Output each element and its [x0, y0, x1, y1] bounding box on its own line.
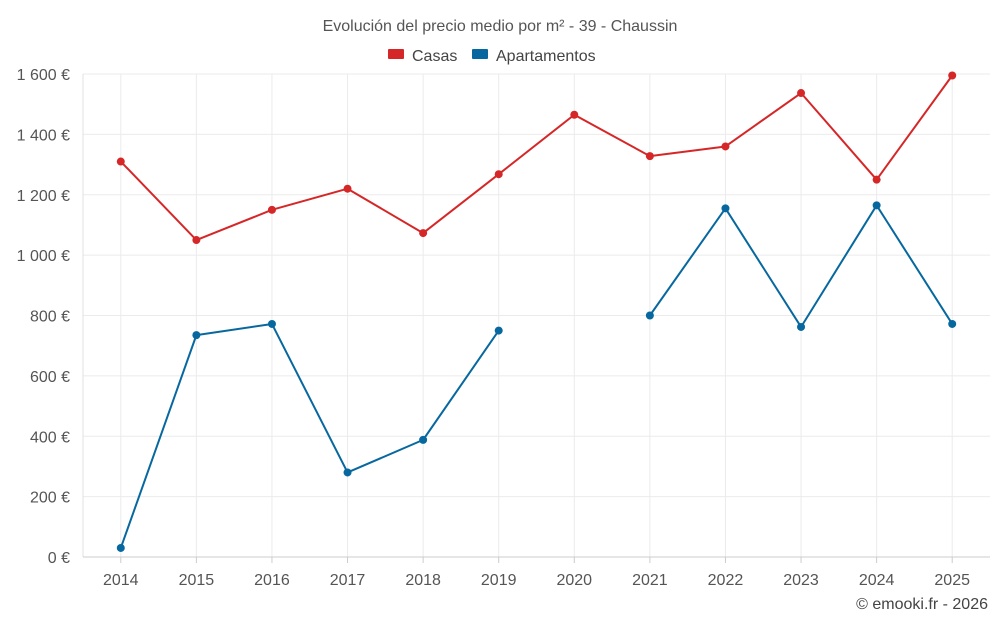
data-point-casas-2015[interactable]: Casas 2015: 1050 €: [192, 236, 201, 245]
data-point-casas-2025[interactable]: Casas 2025: 1595 €: [948, 71, 957, 80]
data-point-casas-2023[interactable]: Casas 2023: 1537 €: [797, 89, 806, 98]
data-point-casas-2018[interactable]: Casas 2018: 1073 €: [419, 229, 428, 238]
data-point-apartamentos-2016[interactable]: Apartamentos 2016: 772 €: [267, 319, 276, 328]
data-point-apartamentos-2023[interactable]: Apartamentos 2023: 762 €: [797, 322, 806, 331]
series-line-casas: [120, 74, 954, 242]
y-tick-label: 0 €: [48, 550, 70, 567]
legend-item-apartamentos[interactable]: Apartamentos: [472, 48, 596, 65]
data-point-casas-2024[interactable]: Casas 2024: 1250 €: [872, 175, 881, 184]
x-tick-label: 2025: [934, 572, 970, 589]
grid: [83, 73, 990, 558]
y-tick-label: 200 €: [30, 490, 70, 507]
chart-title: Evolución del precio medio por m² - 39 -…: [323, 18, 678, 35]
y-tick-label: 1 600 €: [17, 67, 70, 84]
x-tick-label: 2015: [179, 572, 215, 589]
data-point-casas-2019[interactable]: Casas 2019: 1268 €: [494, 170, 503, 179]
x-tick-label: 2024: [859, 572, 895, 589]
legend-swatch-casas: [388, 49, 404, 59]
data-point-apartamentos-2021[interactable]: Apartamentos 2021: 800 €: [645, 311, 654, 320]
x-tick-label: 2014: [103, 572, 139, 589]
x-tick-label: 2016: [254, 572, 290, 589]
y-tick-label: 400 €: [30, 429, 70, 446]
series-casas: Casas 2014: 1310 € Casas 2015: 1050 € Casa…: [116, 71, 957, 245]
series-apartamentos: Apartamentos 2014: 30 € Apartamentos 2015…: [116, 201, 957, 552]
series-layer: Casas 2014: 1310 € Casas 2015: 1050 € Casa…: [116, 71, 957, 552]
credit-text: © emooki.fr - 2026: [856, 596, 988, 613]
data-point-apartamentos-2014[interactable]: Apartamentos 2014: 30 €: [116, 543, 125, 552]
data-point-apartamentos-2024[interactable]: Apartamentos 2024: 1165 €: [872, 201, 881, 210]
x-tick-label: 2018: [405, 572, 441, 589]
y-axis: 0 € 200 € 400 € 600 € 800 € 1 000 € 1 200 € 1 4…: [17, 67, 84, 567]
x-tick-label: 2017: [330, 572, 366, 589]
data-point-apartamentos-2025[interactable]: Apartamentos 2025: 772 €: [948, 319, 957, 328]
legend-label-apartamentos: Apartamentos: [496, 48, 596, 65]
x-tick-label: 2023: [783, 572, 819, 589]
x-tick-label: 2020: [556, 572, 592, 589]
legend-label-casas: Casas: [412, 48, 457, 65]
data-point-casas-2020[interactable]: Casas 2020: 1465 €: [570, 110, 579, 119]
series-line-apartamentos: [119, 322, 500, 549]
data-point-casas-2017[interactable]: Casas 2017: 1220 €: [343, 184, 352, 193]
data-point-apartamentos-2022[interactable]: Apartamentos 2022: 1155 €: [721, 204, 730, 213]
data-point-apartamentos-2015[interactable]: Apartamentos 2015: 735 €: [192, 331, 201, 340]
y-tick-label: 1 400 €: [17, 127, 70, 144]
data-point-casas-2021[interactable]: Casas 2021: 1328 €: [645, 152, 654, 161]
data-point-casas-2016[interactable]: Casas 2016: 1150 €: [267, 205, 276, 214]
legend-item-casas[interactable]: Casas: [388, 48, 457, 65]
data-point-casas-2014[interactable]: Casas 2014: 1310 €: [116, 157, 125, 166]
x-axis: 2014 2015 2016 2017 2018 2019 2020 2021 2022 2023…: [83, 556, 990, 589]
legend: Casas Apartamentos: [388, 48, 596, 65]
x-tick-label: 2019: [481, 572, 517, 589]
data-point-apartamentos-2017[interactable]: Apartamentos 2017: 280 €: [343, 468, 352, 477]
x-tick-label: 2021: [632, 572, 668, 589]
data-point-casas-2022[interactable]: Casas 2022: 1360 €: [721, 142, 730, 151]
y-tick-label: 1 200 €: [17, 188, 70, 205]
data-point-apartamentos-2019[interactable]: Apartamentos 2019: 750 €: [494, 326, 503, 335]
y-tick-label: 600 €: [30, 369, 70, 386]
data-point-apartamentos-2018[interactable]: Apartamentos 2018: 388 €: [419, 435, 428, 444]
y-tick-label: 800 €: [30, 309, 70, 326]
legend-swatch-apartamentos: [472, 49, 488, 59]
y-tick-label: 1 000 €: [17, 248, 70, 265]
x-tick-label: 2022: [708, 572, 744, 589]
